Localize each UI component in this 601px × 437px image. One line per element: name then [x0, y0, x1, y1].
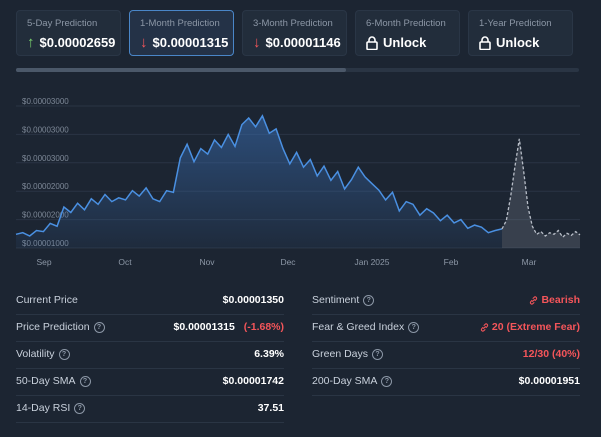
link-icon — [530, 295, 538, 305]
stat-label: Fear & Greed Index? — [312, 321, 420, 333]
unlock-label: Unlock — [383, 35, 427, 50]
prediction-cards: 5-Day Prediction ↑ $0.00002659 1-Month P… — [16, 10, 573, 56]
y-tick-label: $0.00003000 — [22, 125, 69, 134]
stat-row-fear-greed-index: Fear & Greed Index? 20 (Extreme Fear) — [312, 315, 580, 342]
stat-row-200-day-sma: 200-Day SMA? $0.00001951 — [312, 369, 580, 396]
info-icon[interactable]: ? — [74, 402, 86, 414]
card-value-row: Unlock — [479, 35, 562, 50]
unlock-label: Unlock — [496, 35, 540, 50]
x-tick-label: Nov — [199, 257, 215, 267]
stat-label: Sentiment? — [312, 294, 375, 306]
card-value-row: ↓ $0.00001146 — [253, 34, 341, 51]
stat-row-volatility: Volatility? 6.39% — [16, 342, 284, 369]
card-title: 6-Month Prediction — [366, 18, 446, 29]
stat-value: 12/30 (40%) — [522, 348, 580, 360]
stat-value: Bearish — [529, 294, 580, 306]
y-tick-label: $0.00002000 — [22, 211, 69, 220]
forecast-area — [502, 138, 580, 248]
stat-row-price-prediction: Price Prediction? $0.00001315 (-1.68%) — [16, 315, 284, 342]
stat-value: 37.51 — [257, 402, 284, 414]
card-value-row: Unlock — [366, 35, 449, 50]
x-tick-label: Oct — [118, 257, 132, 267]
prediction-card-6-month[interactable]: 6-Month Prediction Unlock — [355, 10, 460, 56]
card-title: 5-Day Prediction — [27, 18, 98, 29]
stat-label: 14-Day RSI? — [16, 402, 86, 414]
card-value-row: ↑ $0.00002659 — [27, 34, 115, 51]
info-icon[interactable]: ? — [363, 294, 375, 306]
stat-row-14-day-rsi: 14-Day RSI? 37.51 — [16, 396, 284, 423]
lock-icon — [366, 35, 378, 50]
stat-value: 20 (Extreme Fear) — [480, 321, 580, 333]
stat-row-current-price: Current Price $0.00001350 — [16, 288, 284, 315]
arrow-up-icon: ↑ — [27, 34, 35, 51]
stat-label: Price Prediction? — [16, 321, 105, 333]
y-tick-label: $0.00003000 — [22, 97, 69, 106]
y-tick-label: $0.00003000 — [22, 154, 69, 163]
x-tick-label: Jan 2025 — [355, 257, 390, 267]
horizontal-scrollbar[interactable] — [16, 68, 579, 72]
arrow-down-icon: ↓ — [253, 34, 261, 51]
info-icon[interactable]: ? — [79, 375, 91, 387]
info-icon[interactable]: ? — [58, 348, 70, 360]
card-value: $0.00002659 — [39, 35, 116, 50]
stat-value: $0.00001350 — [222, 294, 284, 306]
card-title: 3-Month Prediction — [253, 18, 333, 29]
stat-value: $0.00001951 — [518, 375, 580, 387]
prediction-card-1-year[interactable]: 1-Year Prediction Unlock — [468, 10, 573, 56]
x-tick-label: Feb — [444, 257, 459, 267]
stat-label: Current Price — [16, 294, 78, 306]
stat-row-sentiment: Sentiment? Bearish — [312, 288, 580, 315]
stat-row-50-day-sma: 50-Day SMA? $0.00001742 — [16, 369, 284, 396]
info-icon[interactable]: ? — [372, 348, 384, 360]
price-area — [16, 115, 502, 248]
card-value: $0.00001315 — [152, 35, 229, 50]
stat-row-green-days: Green Days? 12/30 (40%) — [312, 342, 580, 369]
x-tick-label: Dec — [280, 257, 296, 267]
arrow-down-icon: ↓ — [140, 34, 148, 51]
stat-label: 200-Day SMA? — [312, 375, 393, 387]
prediction-card-1-month[interactable]: 1-Month Prediction ↓ $0.00001315 — [129, 10, 234, 56]
scrollbar-thumb[interactable] — [16, 68, 346, 72]
x-tick-label: Mar — [522, 257, 537, 267]
stat-change: (-1.68%) — [243, 321, 284, 333]
forecast-line — [501, 138, 581, 239]
card-value: $0.00001146 — [265, 35, 341, 50]
link-icon — [480, 322, 489, 332]
stat-label: 50-Day SMA? — [16, 375, 91, 387]
price-line — [15, 114, 503, 237]
stat-value: 6.39% — [254, 348, 284, 360]
lock-icon — [479, 35, 491, 50]
prediction-card-5-day[interactable]: 5-Day Prediction ↑ $0.00002659 — [16, 10, 121, 56]
x-tick-label: Sep — [36, 257, 51, 267]
stat-label: Green Days? — [312, 348, 384, 360]
info-icon[interactable]: ? — [408, 321, 420, 333]
stat-label: Volatility? — [16, 348, 70, 360]
card-title: 1-Year Prediction — [479, 18, 552, 29]
card-value-row: ↓ $0.00001315 — [140, 34, 228, 51]
y-tick-label: $0.00002000 — [22, 182, 69, 191]
info-icon[interactable]: ? — [93, 321, 105, 333]
stat-value: $0.00001315 (-1.68%) — [173, 321, 284, 333]
info-icon[interactable]: ? — [381, 375, 393, 387]
card-title: 1-Month Prediction — [140, 18, 220, 29]
prediction-card-3-month[interactable]: 3-Month Prediction ↓ $0.00001146 — [242, 10, 347, 56]
stat-value: $0.00001742 — [222, 375, 284, 387]
price-chart: $0.00003000 $0.00003000 $0.00003000 $0.0000… — [15, 97, 581, 267]
